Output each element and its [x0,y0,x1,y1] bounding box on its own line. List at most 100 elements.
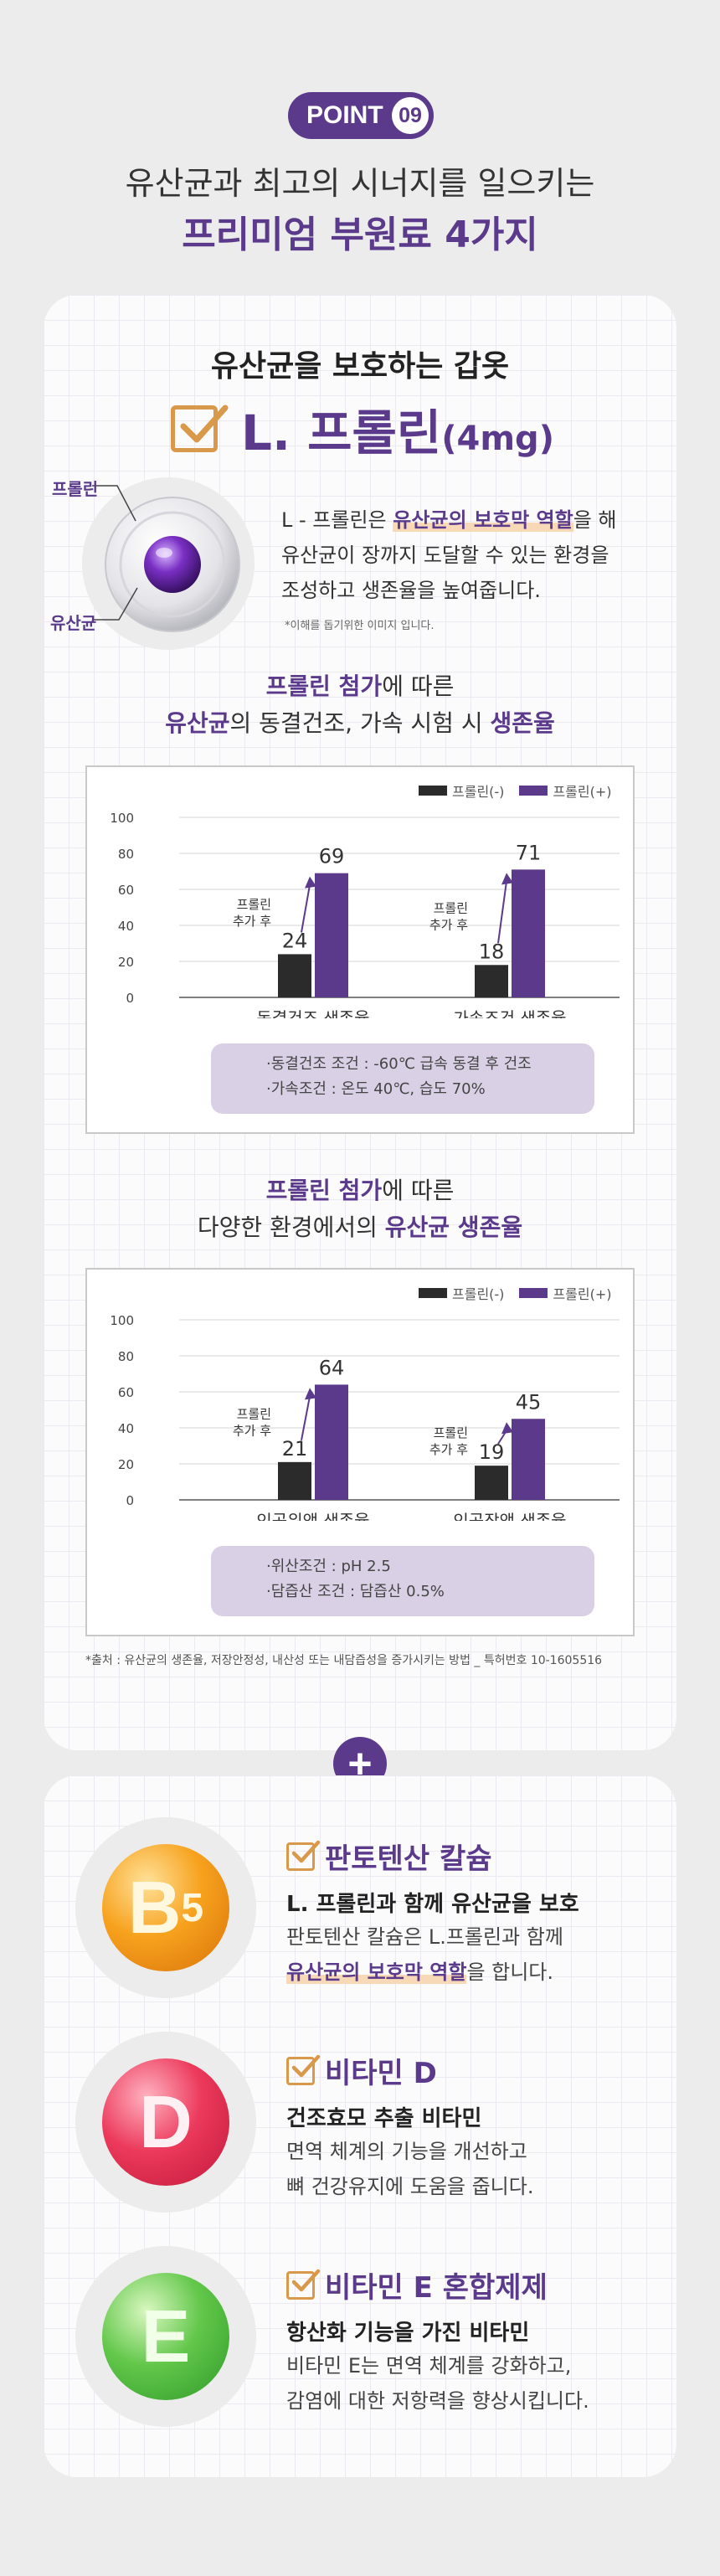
chart1-box: 프롤린(-) 프롤린(+) 0 20 40 60 80 100 24 69 프롤린 추가 후 동결건… [85,765,635,1134]
proline-section-title: 유산균을 보호하는 갑옷 [210,349,510,384]
bar-프롤린(+)-1 [512,869,545,997]
chart1-heading-bold3: 생존율 [490,709,555,737]
chart2-note-2: ·담즙산 조건 : 담즙산 0.5% [266,1583,445,1600]
legend-label-plus: 프롤린(+) [553,784,612,800]
data-label: 21 [282,1437,308,1461]
bar-프롤린(+)-0 [315,873,348,997]
arrow-line [301,884,311,933]
vitamin-b5-letter: B [127,1866,182,1949]
annotation-line1: 프롤린 [237,1407,271,1422]
legend-label-plus: 프롤린(+) [553,1286,612,1302]
vitamin-b5-desc: 판토텐산 칼슘은 L.프롤린과 함께 유산균의 보호막 역할을 합니다. [286,1919,579,1990]
vitamin-e-desc-line1: 비타민 E는 면역 체계를 강화하고, [286,2354,572,2378]
desc-line3: 조성하고 생존율을 높여줍니다. [281,579,541,602]
arrow-line [301,1396,311,1441]
y-tick-label: 60 [118,1385,134,1400]
header-subtitle: 유산균과 최고의 시너지를 일으키는 [125,165,595,202]
legend-swatch-plus [519,786,548,796]
check-icon [286,2054,321,2085]
chart1-heading-mid: 의 동결건조, 가속 시험 시 [229,709,491,737]
chart1-note-2: ·가속조건 : 온도 40℃, 습도 70% [266,1080,486,1098]
y-tick-label: 0 [126,991,134,1006]
y-tick-label: 20 [118,955,134,970]
chart2-legend: 프롤린(-) 프롤린(+) [419,1283,611,1303]
proline-name-text: L. 프롤린 [241,404,442,461]
vitamin-e-text: 비타민 E 혼합제제 항산화 기능을 가진 비타민 비타민 E는 면역 체계를 … [286,2264,589,2419]
arrow-head-icon [305,876,316,889]
annotation-line2: 추가 후 [233,1424,271,1439]
y-tick-label: 0 [126,1493,134,1508]
desc-line1-pre: L - 프롤린은 [281,508,393,532]
arrow-head-icon [501,1422,513,1435]
annotation-line2: 추가 후 [429,1442,468,1457]
vitamin-d-subtitle: 건조효모 추출 비타민 [286,2106,482,2131]
annotation-line2: 추가 후 [429,917,468,932]
x-category-label: 가속조건 생존율 [453,1008,566,1018]
arrow-line [497,881,507,944]
chart2-heading-rest: 에 따른 [382,1177,455,1204]
orb-label-proline: 프롤린 [52,479,99,499]
bar-프롤린(-)-1 [475,1466,508,1500]
data-label: 45 [516,1390,542,1414]
data-label: 24 [282,929,308,952]
vitamin-b5-desc-highlight: 유산균의 보호막 역할 [286,1960,467,1984]
proline-description: L - 프롤린은 유산균의 보호막 역할을 해 유산균이 장까지 도달할 수 있… [281,502,666,608]
desc-line1-post: 을 해 [573,508,617,532]
vitamin-e-letter: E [141,2295,191,2378]
chart1-heading: 프롤린 첨가에 따른 유산균의 동결건조, 가속 시험 시 생존율 [44,668,676,742]
chart1-heading-rest: 에 따른 [382,672,455,700]
check-icon [286,2269,321,2300]
y-tick-label: 80 [118,847,134,862]
vitamin-b5-subtitle: L. 프롤린과 함께 유산균을 보호 [286,1892,579,1917]
vitamin-d-title-text: 비타민 D [325,2057,437,2090]
point-label: POINT [306,101,383,129]
chart2-note-1: ·위산조건 : pH 2.5 [266,1558,391,1575]
proline-name: L. 프롤린(4mg) [241,394,554,464]
vitamin-b5-title-text: 판토텐산 칼슘 [325,1842,492,1876]
check-icon [286,1840,321,1871]
header-title: 프리미엄 부원료 4가지 [182,214,538,256]
arrow-head-icon [305,1388,316,1400]
x-category-label: 인공장액 생존율 [453,1511,566,1521]
legend-label-minus: 프롤린(-) [452,1286,505,1302]
arrow-head-icon [501,873,513,885]
bar-프롤린(+)-0 [315,1384,348,1500]
annotation-line1: 프롤린 [237,897,271,912]
vitamin-b5-text: 판토텐산 칼슘 L. 프롤린과 함께 유산균을 보호 판토텐산 칼슘은 L.프롤… [286,1836,579,1990]
chart2-heading-pre: 다양한 환경에서의 [197,1213,385,1241]
vitamin-b5-desc-line1: 판토텐산 칼슘은 L.프롤린과 함께 [286,1925,563,1949]
x-category-label: 인공위액 생존율 [256,1511,369,1521]
vitamin-e-icon: E [102,2273,229,2400]
data-label: 69 [319,845,345,868]
annotation-line1: 프롤린 [434,1425,468,1440]
data-label: 71 [516,841,542,864]
proline-dose: (4mg) [441,420,554,458]
chart2-box: 프롤린(-) 프롤린(+) 0 20 40 60 80 100 21 64 프롤린 추가 후 인공위… [85,1268,635,1636]
bar-프롤린(-)-0 [278,954,311,997]
y-tick-label: 80 [118,1349,134,1364]
bar-프롤린(-)-0 [278,1461,311,1500]
proline-molecule-icon [105,497,240,632]
data-label: 18 [479,940,505,963]
vitamin-d-title: 비타민 D [286,2050,533,2091]
desc-line1-highlight: 유산균의 보호막 역할 [393,508,573,532]
vitamin-d-letter: D [139,2080,193,2163]
chart1-note-1: ·동결건조 조건 : -60℃ 급속 동결 후 건조 [266,1055,532,1073]
vitamin-row-d: D 비타민 D 건조효모 추출 비타민 면역 체계의 기능을 개선하고 뼈 건강… [44,2032,676,2233]
vitamin-row-e: E 비타민 E 혼합제제 항산화 기능을 가진 비타민 비타민 E는 면역 체계… [44,2246,676,2447]
data-label: 19 [479,1440,505,1464]
vitamin-d-desc: 면역 체계의 기능을 개선하고 뼈 건강유지에 도움을 줍니다. [286,2134,533,2204]
legend-swatch-minus [419,786,447,796]
chart2-heading-bold2: 유산균 생존율 [384,1213,523,1241]
y-tick-label: 100 [110,811,134,826]
vitamin-e-title-text: 비타민 E 혼합제제 [325,2271,548,2305]
image-note: *이해를 돕기위한 이미지 입니다. [285,620,435,632]
annotation-line1: 프롤린 [434,900,468,915]
vitamin-d-desc-line1: 면역 체계의 기능을 개선하고 [286,2140,527,2163]
vitamin-e-desc-line2: 감염에 대한 저항력을 향상시킵니다. [286,2389,589,2413]
